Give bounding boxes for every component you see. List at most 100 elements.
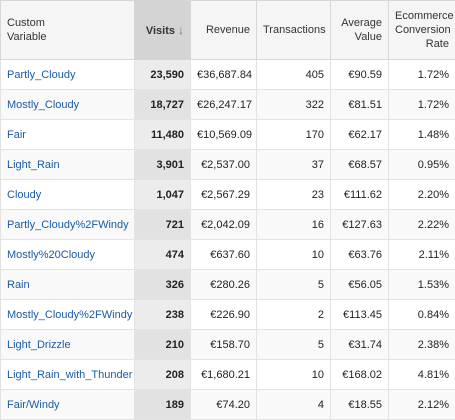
conversion-rate-cell: 2.20% [389, 180, 455, 210]
transactions-cell: 322 [257, 90, 331, 120]
dimension-link[interactable]: Partly_Cloudy%2FWindy [7, 219, 129, 231]
header-label: Transactions [263, 24, 326, 36]
revenue-cell: €2,567.29 [191, 180, 257, 210]
average-value-cell: €63.76 [331, 240, 389, 270]
header-line: Conversion [395, 24, 451, 36]
revenue-cell: €280.26 [191, 270, 257, 300]
visits-cell: 3,901 [135, 150, 191, 180]
dimension-cell: Light_Rain [1, 150, 135, 180]
conversion-rate-cell: 4.81% [389, 360, 455, 390]
header-line: Ecommerce [395, 10, 454, 22]
average-value-cell: €127.63 [331, 210, 389, 240]
dimension-link[interactable]: Cloudy [7, 189, 41, 201]
conversion-rate-cell: 1.53% [389, 270, 455, 300]
conversion-rate-cell: 0.84% [389, 300, 455, 330]
conversion-rate-cell: 1.72% [389, 60, 455, 90]
column-header-transactions[interactable]: Transactions [257, 1, 331, 60]
revenue-cell: €158.70 [191, 330, 257, 360]
header-line: Custom [7, 17, 45, 29]
dimension-link[interactable]: Partly_Cloudy [7, 69, 75, 81]
average-value-cell: €68.57 [331, 150, 389, 180]
column-header-visits[interactable]: Visits↓ [135, 1, 191, 60]
header-line: Value [355, 31, 382, 43]
average-value-cell: €81.51 [331, 90, 389, 120]
header-line: Rate [426, 38, 449, 50]
transactions-cell: 37 [257, 150, 331, 180]
transactions-cell: 170 [257, 120, 331, 150]
dimension-link[interactable]: Mostly_Cloudy%2FWindy [7, 309, 132, 321]
transactions-cell: 16 [257, 210, 331, 240]
visits-cell: 326 [135, 270, 191, 300]
dimension-link[interactable]: Light_Drizzle [7, 339, 71, 351]
transactions-cell: 2 [257, 300, 331, 330]
dimension-cell: Light_Drizzle [1, 330, 135, 360]
transactions-cell: 10 [257, 240, 331, 270]
transactions-cell: 405 [257, 60, 331, 90]
dimension-link[interactable]: Light_Rain [7, 159, 60, 171]
dimension-cell: Partly_Cloudy%2FWindy [1, 210, 135, 240]
transactions-cell: 10 [257, 360, 331, 390]
visits-cell: 210 [135, 330, 191, 360]
dimension-link[interactable]: Mostly_Cloudy [7, 99, 79, 111]
dimension-link[interactable]: Mostly%20Cloudy [7, 249, 95, 261]
conversion-rate-cell: 0.95% [389, 150, 455, 180]
average-value-cell: €18.55 [331, 390, 389, 420]
conversion-rate-cell: 2.11% [389, 240, 455, 270]
dimension-cell: Cloudy [1, 180, 135, 210]
column-header-conversion-rate[interactable]: Ecommerce Conversion Rate [389, 1, 455, 60]
average-value-cell: €111.62 [331, 180, 389, 210]
revenue-cell: €2,042.09 [191, 210, 257, 240]
dimension-cell: Partly_Cloudy [1, 60, 135, 90]
visits-cell: 1,047 [135, 180, 191, 210]
visits-cell: 11,480 [135, 120, 191, 150]
visits-cell: 474 [135, 240, 191, 270]
header-line: Variable [7, 31, 47, 43]
revenue-cell: €226.90 [191, 300, 257, 330]
revenue-cell: €36,687.84 [191, 60, 257, 90]
dimension-link[interactable]: Fair [7, 129, 26, 141]
dimension-link[interactable]: Fair/Windy [7, 399, 60, 411]
average-value-cell: €168.02 [331, 360, 389, 390]
average-value-cell: €31.74 [331, 330, 389, 360]
conversion-rate-cell: 1.48% [389, 120, 455, 150]
revenue-cell: €2,537.00 [191, 150, 257, 180]
average-value-cell: €90.59 [331, 60, 389, 90]
transactions-cell: 5 [257, 270, 331, 300]
transactions-cell: 5 [257, 330, 331, 360]
transactions-cell: 4 [257, 390, 331, 420]
header-line: Average [341, 17, 382, 29]
header-label: Visits [146, 25, 175, 37]
dimension-cell: Light_Rain_with_Thunder [1, 360, 135, 390]
column-header-average-value[interactable]: Average Value [331, 1, 389, 60]
conversion-rate-cell: 1.72% [389, 90, 455, 120]
revenue-cell: €10,569.09 [191, 120, 257, 150]
arrow-down-icon: ↓ [178, 23, 184, 37]
dimension-cell: Fair [1, 120, 135, 150]
revenue-cell: €26,247.17 [191, 90, 257, 120]
column-header-revenue[interactable]: Revenue [191, 1, 257, 60]
column-header-custom-variable[interactable]: Custom Variable [1, 1, 135, 60]
conversion-rate-cell: 2.22% [389, 210, 455, 240]
visits-cell: 721 [135, 210, 191, 240]
dimension-link[interactable]: Rain [7, 279, 30, 291]
revenue-cell: €637.60 [191, 240, 257, 270]
dimension-link[interactable]: Light_Rain_with_Thunder [7, 369, 132, 381]
average-value-cell: €113.45 [331, 300, 389, 330]
average-value-cell: €56.05 [331, 270, 389, 300]
header-row: Custom Variable Visits↓ Revenue Transact… [1, 1, 455, 60]
conversion-rate-cell: 2.38% [389, 330, 455, 360]
visits-cell: 208 [135, 360, 191, 390]
